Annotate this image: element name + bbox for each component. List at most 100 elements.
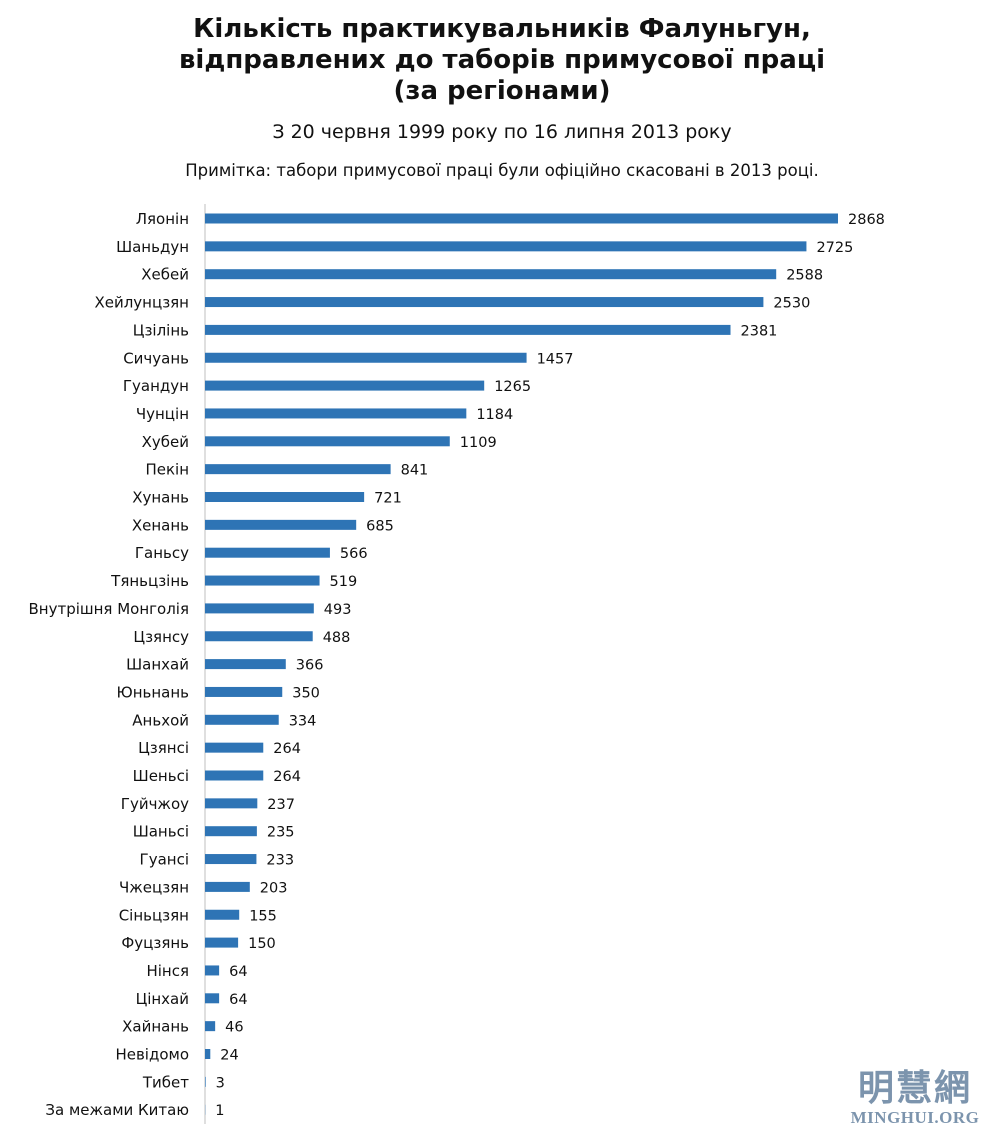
data-label: 1457 xyxy=(537,351,574,367)
chart-title-line-3: (за регіонами) xyxy=(393,76,611,106)
data-label: 233 xyxy=(266,853,294,869)
data-label: 64 xyxy=(229,964,247,980)
bar xyxy=(205,659,286,670)
bar xyxy=(205,714,279,725)
data-label: 235 xyxy=(267,825,295,841)
category-label: Хейлунцзян xyxy=(94,294,189,312)
data-label: 2868 xyxy=(848,212,885,228)
bar xyxy=(205,213,838,224)
chart-note: Примітка: табори примусової праці були о… xyxy=(185,161,819,180)
data-label: 24 xyxy=(220,1048,238,1064)
data-label: 2588 xyxy=(786,268,823,284)
data-label: 334 xyxy=(289,713,317,729)
bar xyxy=(205,1021,216,1032)
bar xyxy=(205,965,220,976)
category-label: За межами Китаю xyxy=(45,1101,189,1119)
category-label: Чунцін xyxy=(136,405,189,423)
data-label: 2530 xyxy=(773,296,810,312)
bar xyxy=(205,742,264,753)
category-label: Внутрішня Монголія xyxy=(29,600,190,618)
bar xyxy=(205,603,314,614)
bar xyxy=(205,1049,211,1059)
category-label: Цзянсі xyxy=(138,739,189,757)
data-label: 1109 xyxy=(460,435,497,451)
category-label: Аньхой xyxy=(132,711,189,729)
bar xyxy=(205,464,391,475)
category-label: Пекін xyxy=(145,461,189,479)
data-label: 2725 xyxy=(816,240,853,256)
bar xyxy=(205,436,450,447)
category-label: Чжецзян xyxy=(119,878,189,896)
bar xyxy=(205,993,220,1004)
category-label: Тяньцзінь xyxy=(110,572,189,590)
category-label: Фуцзянь xyxy=(121,934,189,952)
data-label: 46 xyxy=(225,1020,243,1036)
data-label: 488 xyxy=(323,630,351,646)
data-label: 366 xyxy=(296,658,324,674)
category-label: Хунань xyxy=(132,489,189,507)
bar xyxy=(205,241,807,252)
category-label: Нінся xyxy=(146,962,189,980)
bar xyxy=(205,909,240,920)
data-label: 3 xyxy=(216,1075,225,1091)
bar xyxy=(205,826,257,837)
category-label: Сичуань xyxy=(123,349,189,367)
data-label: 493 xyxy=(324,602,352,618)
category-label: Гуандун xyxy=(123,377,189,395)
category-label: Хубей xyxy=(142,433,189,451)
bar xyxy=(205,492,365,502)
bar xyxy=(205,408,467,419)
category-label: Юньнань xyxy=(117,683,190,701)
data-label: 64 xyxy=(229,992,247,1008)
category-label: Хебей xyxy=(141,266,189,284)
category-label: Шеньсі xyxy=(133,767,189,785)
category-label: Шаньсі xyxy=(133,823,189,841)
chart-title-line-1: Кількість практикувальників Фалуньгун, xyxy=(193,14,811,44)
category-label: Цінхай xyxy=(136,990,189,1008)
bar xyxy=(205,1076,206,1087)
chart-title-line-2: відправлених до таборів примусової праці xyxy=(178,45,826,75)
category-label: Цзянсу xyxy=(133,628,189,646)
bar xyxy=(205,937,239,948)
data-label: 519 xyxy=(330,574,358,590)
category-label: Ганьсу xyxy=(135,544,189,562)
data-label: 1184 xyxy=(476,407,513,423)
category-label: Шаньдун xyxy=(116,238,189,256)
data-label: 350 xyxy=(292,685,320,701)
bar xyxy=(205,770,264,781)
data-label: 203 xyxy=(260,880,288,896)
chart-title: Кількість практикувальників Фалуньгун, в… xyxy=(0,14,1004,107)
data-label: 264 xyxy=(273,741,301,757)
bar xyxy=(205,631,313,642)
category-label: Невідомо xyxy=(115,1046,189,1064)
category-label: Сіньцзян xyxy=(119,906,189,924)
bar xyxy=(205,519,357,530)
bar xyxy=(205,686,283,697)
category-label: Гуйчжоу xyxy=(121,795,189,813)
category-label: Ляонін xyxy=(136,210,189,228)
bar xyxy=(205,547,330,558)
logo-chinese-text: 明慧網 xyxy=(857,1067,972,1109)
category-label: Шанхай xyxy=(126,656,189,674)
data-label: 566 xyxy=(340,546,368,562)
data-label: 264 xyxy=(273,769,301,785)
chart-subtitle: З 20 червня 1999 року по 16 липня 2013 р… xyxy=(272,121,732,143)
data-label: 685 xyxy=(366,518,394,534)
data-label: 155 xyxy=(249,908,277,924)
bar xyxy=(205,297,764,308)
category-label: Хайнань xyxy=(122,1018,189,1036)
bar xyxy=(205,352,527,363)
data-label: 1 xyxy=(215,1103,224,1119)
category-label: Гуансі xyxy=(140,851,189,869)
data-label: 237 xyxy=(267,797,295,813)
data-label: 721 xyxy=(374,491,402,507)
data-label: 1265 xyxy=(494,379,531,395)
category-label: Хенань xyxy=(132,516,189,534)
data-label: 841 xyxy=(401,463,429,479)
bar xyxy=(205,575,320,586)
bar xyxy=(205,881,250,892)
bar xyxy=(205,324,731,335)
category-label: Тибет xyxy=(142,1073,189,1091)
logo-english-text: MINGHUI.ORG xyxy=(850,1108,980,1127)
